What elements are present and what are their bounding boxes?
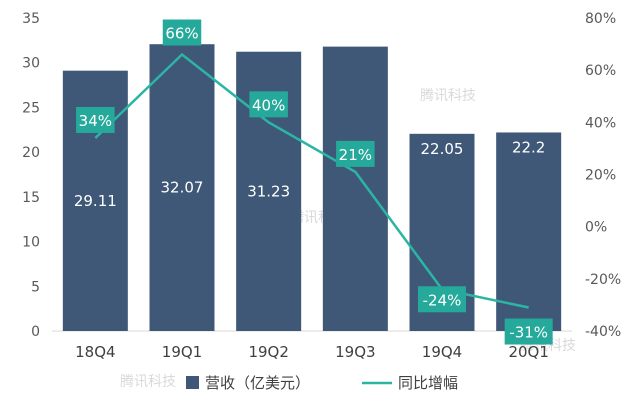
x-tick-19Q1: 19Q1 — [162, 343, 202, 361]
y-right-tick-2: 0% — [585, 220, 607, 236]
yoy-label-box-20Q1 — [504, 318, 553, 345]
legend-bar-label: 营收（亿美元） — [205, 374, 310, 392]
y-right-tick-6: 80% — [585, 11, 616, 27]
yoy-label-19Q2: 40% — [252, 96, 285, 114]
legend-line-label: 同比增幅 — [398, 374, 458, 392]
bar-label-19Q1: 32.07 — [161, 179, 204, 197]
bar-label-19Q4: 22.05 — [421, 140, 464, 158]
bar-label-18Q4: 29.11 — [74, 192, 117, 210]
y-left-tick-6: 30 — [22, 56, 40, 72]
x-tick-20Q1: 20Q1 — [508, 343, 548, 361]
yoy-label-box-19Q4 — [418, 286, 466, 313]
yoy-label-box-18Q4 — [76, 106, 115, 133]
y-right-tick-1: -20% — [585, 272, 621, 288]
yoy-label-20Q1: -31% — [509, 324, 548, 342]
bar-19Q1 — [149, 44, 215, 331]
y-left-tick-2: 10 — [22, 235, 40, 251]
watermark-2: 腾讯科技 — [120, 373, 176, 390]
y-right-tick-0: -40% — [585, 324, 621, 340]
y-left-tick-7: 35 — [22, 11, 40, 27]
y-left-tick-3: 15 — [22, 190, 40, 206]
bar-label-19Q2: 31.23 — [247, 182, 290, 200]
y-left-tick-0: 0 — [31, 324, 40, 340]
x-tick-19Q3: 19Q3 — [335, 343, 375, 361]
x-tick-19Q2: 19Q2 — [248, 343, 288, 361]
yoy-label-18Q4: 34% — [79, 112, 112, 130]
legend-bar-swatch — [186, 376, 199, 389]
y-left-tick-1: 5 — [31, 279, 40, 295]
y-left-tick-4: 20 — [22, 145, 40, 161]
yoy-label-19Q1: 66% — [165, 25, 198, 43]
yoy-label-box-19Q2 — [249, 91, 288, 118]
bar-20Q1 — [496, 132, 562, 331]
bar-19Q3 — [322, 46, 388, 332]
y-right-tick-5: 60% — [585, 63, 616, 79]
y-right-tick-4: 40% — [585, 115, 616, 131]
yoy-label-19Q3: 21% — [339, 146, 372, 164]
bar-label-20Q1: 22.2 — [512, 138, 545, 156]
yoy-label-19Q4: -24% — [423, 291, 462, 309]
x-tick-19Q4: 19Q4 — [422, 343, 462, 361]
yoy-label-box-19Q1 — [162, 19, 202, 46]
y-right-tick-3: 20% — [585, 168, 616, 184]
watermark-0: 腾讯科技 — [420, 87, 476, 104]
x-tick-18Q4: 18Q4 — [75, 343, 115, 361]
y-left-tick-5: 25 — [22, 100, 40, 116]
yoy-label-box-19Q3 — [336, 140, 375, 167]
